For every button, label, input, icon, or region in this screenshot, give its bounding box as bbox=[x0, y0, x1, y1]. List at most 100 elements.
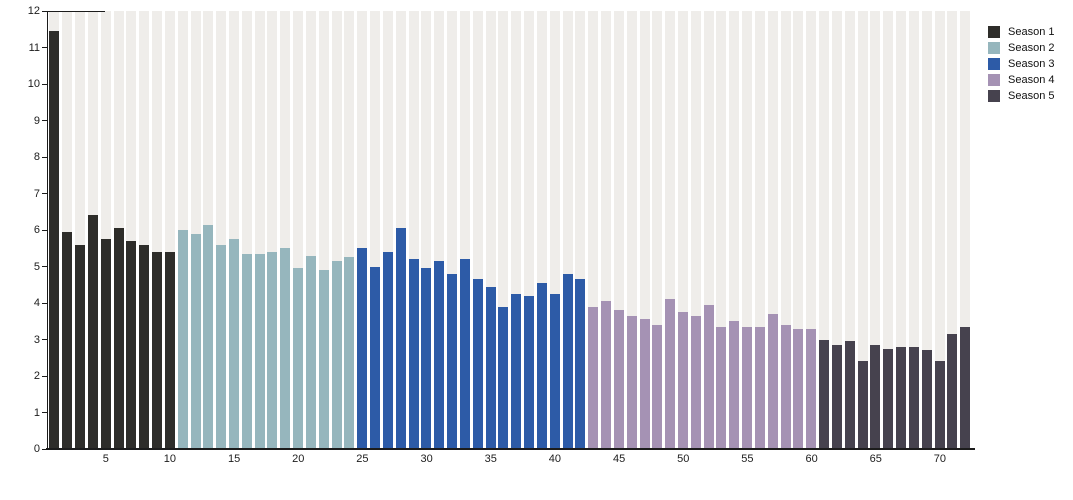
bar-episode-28 bbox=[395, 228, 406, 449]
episode-column-25 bbox=[356, 11, 369, 449]
episode-column-17 bbox=[253, 11, 266, 449]
bar-episode-33 bbox=[459, 259, 470, 449]
y-tick-8 bbox=[42, 156, 47, 158]
episode-column-57 bbox=[766, 11, 779, 449]
episode-column-45 bbox=[612, 11, 625, 449]
background-stripe bbox=[934, 11, 945, 449]
bar-episode-67 bbox=[896, 346, 907, 449]
x-tick-label-20: 20 bbox=[292, 453, 305, 465]
bar-episode-6 bbox=[113, 228, 124, 449]
background-stripe bbox=[344, 11, 355, 449]
bar-episode-35 bbox=[485, 286, 496, 449]
x-tick-label-55: 55 bbox=[741, 453, 754, 465]
episode-column-40 bbox=[548, 11, 561, 449]
bar-episode-10 bbox=[164, 251, 175, 449]
y-tick-0 bbox=[42, 448, 47, 450]
episode-column-8 bbox=[138, 11, 151, 449]
bar-episode-55 bbox=[742, 326, 753, 449]
background-stripe bbox=[280, 11, 291, 449]
background-stripe bbox=[780, 11, 791, 449]
plot-area bbox=[48, 11, 972, 449]
background-stripe bbox=[960, 11, 971, 449]
y-tick-label-6: 6 bbox=[33, 224, 40, 236]
episode-column-29 bbox=[407, 11, 420, 449]
bar-episode-31 bbox=[434, 261, 445, 449]
bar-episode-53 bbox=[716, 326, 727, 449]
bar-episode-51 bbox=[690, 315, 701, 449]
episode-column-72 bbox=[959, 11, 972, 449]
x-tick-label-65: 65 bbox=[869, 453, 882, 465]
background-stripe bbox=[485, 11, 496, 449]
x-tick-label-60: 60 bbox=[805, 453, 818, 465]
background-stripe bbox=[742, 11, 753, 449]
background-stripe bbox=[267, 11, 278, 449]
episode-column-3 bbox=[74, 11, 87, 449]
background-stripe bbox=[293, 11, 304, 449]
bar-episode-44 bbox=[601, 301, 612, 449]
episode-column-34 bbox=[471, 11, 484, 449]
episode-column-4 bbox=[86, 11, 99, 449]
y-tick-2 bbox=[42, 375, 47, 377]
plot-top-cap-line bbox=[47, 11, 105, 12]
background-stripe bbox=[562, 11, 573, 449]
bar-episode-42 bbox=[575, 279, 586, 449]
background-stripe bbox=[613, 11, 624, 449]
background-stripe bbox=[716, 11, 727, 449]
background-stripe bbox=[754, 11, 765, 449]
background-stripe bbox=[357, 11, 368, 449]
background-stripe bbox=[62, 11, 73, 449]
y-tick-label-1: 1 bbox=[33, 406, 40, 419]
bar-episode-43 bbox=[588, 306, 599, 449]
episode-column-52 bbox=[702, 11, 715, 449]
episode-column-12 bbox=[189, 11, 202, 449]
bar-episode-45 bbox=[613, 310, 624, 449]
x-tick-label-35: 35 bbox=[484, 453, 497, 465]
bar-episode-34 bbox=[472, 279, 483, 449]
episode-column-6 bbox=[112, 11, 125, 449]
bar-episode-22 bbox=[318, 270, 329, 449]
episode-column-11 bbox=[176, 11, 189, 449]
background-stripe bbox=[601, 11, 612, 449]
episode-column-33 bbox=[459, 11, 472, 449]
y-tick-label-11: 11 bbox=[28, 41, 40, 54]
background-stripe bbox=[806, 11, 817, 449]
bar-episode-49 bbox=[665, 299, 676, 449]
bar-episode-37 bbox=[511, 293, 522, 449]
episode-column-47 bbox=[638, 11, 651, 449]
y-tick-10 bbox=[42, 83, 47, 85]
bar-episode-65 bbox=[870, 344, 881, 449]
episode-column-20 bbox=[292, 11, 305, 449]
background-stripe bbox=[305, 11, 316, 449]
episode-column-69 bbox=[920, 11, 933, 449]
background-stripe bbox=[819, 11, 830, 449]
background-stripe bbox=[677, 11, 688, 449]
bar-episode-17 bbox=[254, 253, 265, 449]
background-stripe bbox=[703, 11, 714, 449]
episode-column-59 bbox=[792, 11, 805, 449]
y-tick-5 bbox=[42, 266, 47, 267]
episode-column-1 bbox=[48, 11, 61, 449]
episode-column-24 bbox=[343, 11, 356, 449]
episode-column-55 bbox=[741, 11, 754, 449]
bar-episode-19 bbox=[280, 248, 291, 449]
y-tick-3 bbox=[42, 339, 47, 340]
background-stripe bbox=[216, 11, 227, 449]
bar-episode-32 bbox=[447, 273, 458, 449]
y-axis-line bbox=[47, 11, 48, 449]
bar-episode-58 bbox=[780, 324, 791, 449]
episode-column-44 bbox=[600, 11, 613, 449]
episode-column-27 bbox=[382, 11, 395, 449]
episode-column-41 bbox=[561, 11, 574, 449]
bar-episode-13 bbox=[203, 224, 214, 449]
background-stripe bbox=[549, 11, 560, 449]
bar-episode-7 bbox=[126, 240, 137, 449]
background-stripe bbox=[139, 11, 150, 449]
bar-episode-23 bbox=[331, 261, 342, 449]
y-tick-label-0: 0 bbox=[33, 443, 40, 455]
x-axis-line bbox=[46, 448, 975, 450]
episode-column-61 bbox=[818, 11, 831, 449]
episode-column-5 bbox=[99, 11, 112, 449]
background-stripe bbox=[408, 11, 419, 449]
background-stripe bbox=[575, 11, 586, 449]
episode-column-7 bbox=[125, 11, 138, 449]
